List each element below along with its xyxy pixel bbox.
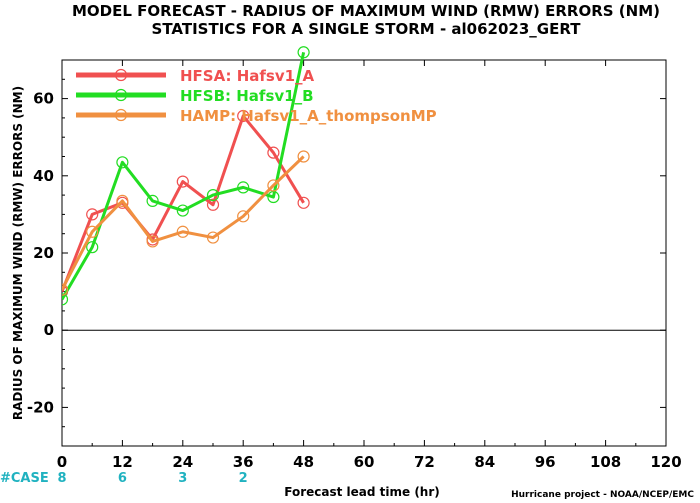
series-2-point xyxy=(86,241,99,254)
x-tick-label: 84 xyxy=(474,453,495,471)
series-lines xyxy=(62,46,310,306)
x-tick-label: 24 xyxy=(172,453,193,471)
series-3-point xyxy=(86,225,99,238)
y-tick-label: 0 xyxy=(44,321,54,339)
axis-ticks: 0 12 24 36 48 60 72 84 96 108 120 -20 0 20 40 60 xyxy=(27,59,682,471)
series-2-point xyxy=(206,189,220,202)
case-count: 8 xyxy=(57,471,66,486)
chart-title-line2: STATISTICS FOR A SINGLE STORM - al062023… xyxy=(152,20,582,38)
series-line-1 xyxy=(62,114,305,293)
series-3-point xyxy=(146,235,159,248)
x-tick-label: 60 xyxy=(354,453,375,471)
legend-marker-1 xyxy=(114,68,128,82)
series-3-point xyxy=(297,150,310,163)
legend-label-2: HFSB: Hafsv1_B xyxy=(180,87,314,105)
series-2-point xyxy=(62,293,69,306)
y-tick-label: 60 xyxy=(33,90,54,108)
x-tick-label: 36 xyxy=(233,453,254,471)
credit-text: Hurricane project - NOAA/NCEP/EMC xyxy=(511,490,694,500)
chart-title-line1: MODEL FORECAST - RADIUS OF MAXIMUM WIND … xyxy=(72,2,660,20)
series-2-point xyxy=(176,204,189,217)
legend-label-3: HAMP: Hafsv1_A_thompsonMP xyxy=(180,107,437,125)
x-tick-label: 0 xyxy=(57,453,67,471)
series-2-point xyxy=(116,156,129,169)
series-2-point xyxy=(297,46,310,59)
series-3-point xyxy=(176,225,189,238)
x-tick-label: 108 xyxy=(590,453,621,471)
case-label: #CASE xyxy=(0,471,49,486)
x-tick-label: 72 xyxy=(414,453,435,471)
legend-marker-2 xyxy=(114,88,128,102)
series-3-point xyxy=(62,283,69,296)
series-1-point xyxy=(237,109,250,123)
legend-label-1: HFSA: Hafsv1_A xyxy=(180,67,315,85)
x-tick-label: 48 xyxy=(293,453,314,471)
series-3-point xyxy=(116,194,129,207)
series-3-point xyxy=(237,210,250,223)
x-tick-label: 12 xyxy=(112,453,133,471)
y-tick-label: 40 xyxy=(33,167,54,185)
legend-marker-3 xyxy=(114,108,128,122)
series-2-point xyxy=(237,181,250,194)
x-tick-label: 96 xyxy=(535,453,556,471)
case-count: 3 xyxy=(178,471,187,486)
series-line-3 xyxy=(62,155,305,291)
series-1-point xyxy=(297,196,310,209)
case-count: 2 xyxy=(239,471,248,486)
y-axis-label: RADIUS OF MAXIMUM WIND (RMW) ERRORS (NM) xyxy=(11,86,25,420)
x-tick-label: 120 xyxy=(650,453,681,471)
series-2-point xyxy=(146,194,159,207)
series-1-point xyxy=(176,175,189,188)
series-1-point xyxy=(206,198,220,211)
series-1-point xyxy=(86,208,99,221)
series-1-point xyxy=(267,146,280,159)
series-3-point xyxy=(267,179,280,192)
x-axis-label: Forecast lead time (hr) xyxy=(284,485,440,499)
series-3-point xyxy=(206,231,220,244)
legend: HFSA: Hafsv1_A HFSB: Hafsv1_B HAMP: Hafsv1… xyxy=(76,67,437,125)
case-counts: 8 6 3 2 xyxy=(57,471,247,486)
case-count: 6 xyxy=(118,471,127,486)
y-tick-label: -20 xyxy=(27,398,54,416)
y-tick-label: 20 xyxy=(33,244,54,262)
